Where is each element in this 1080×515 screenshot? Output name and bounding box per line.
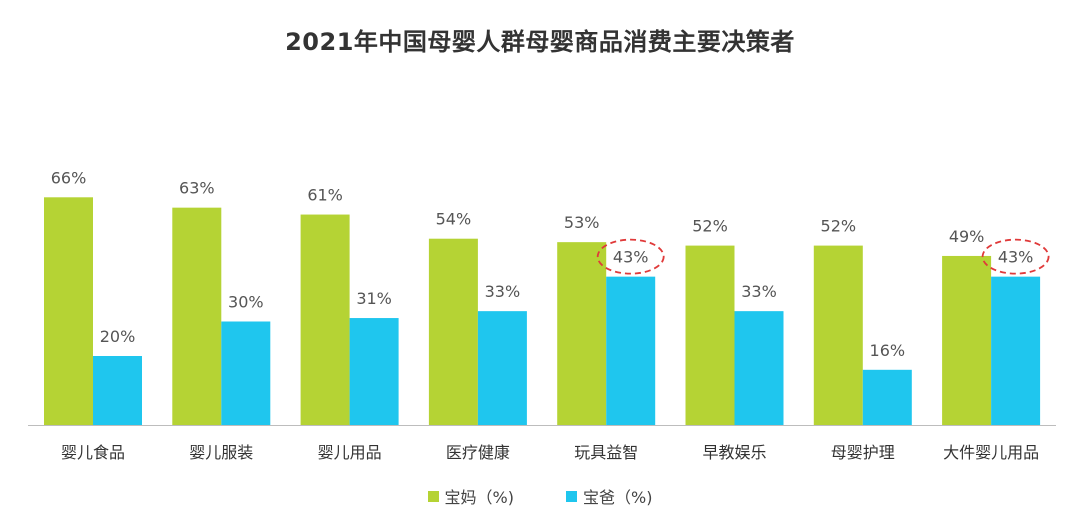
data-label-mom-1: 63% bbox=[179, 179, 215, 198]
bar-dad-3 bbox=[477, 311, 527, 425]
category-label-4: 玩具益智 bbox=[574, 443, 638, 462]
category-label-2: 婴儿用品 bbox=[318, 443, 382, 462]
data-label-dad-2: 31% bbox=[356, 289, 392, 308]
bar-dad-5 bbox=[734, 311, 784, 425]
data-label-dad-7: 43% bbox=[998, 248, 1034, 267]
category-label-3: 医疗健康 bbox=[446, 443, 510, 462]
data-label-dad-0: 20% bbox=[100, 327, 136, 346]
bar-mom-2 bbox=[300, 214, 350, 425]
data-label-mom-4: 53% bbox=[564, 213, 600, 232]
data-label-dad-5: 33% bbox=[741, 282, 777, 301]
highlight-ellipse-7 bbox=[981, 238, 1050, 275]
bar-mom-1 bbox=[172, 207, 222, 425]
chart-title: 2021年中国母婴人群母婴商品消费主要决策者 bbox=[285, 28, 795, 56]
category-label-6: 母婴护理 bbox=[831, 443, 895, 462]
data-label-dad-6: 16% bbox=[870, 341, 906, 360]
bar-mom-4 bbox=[557, 242, 607, 425]
bar-dad-1 bbox=[221, 321, 271, 425]
highlight-ellipse-4 bbox=[596, 238, 665, 275]
bar-mom-6 bbox=[813, 245, 863, 425]
bar-dad-6 bbox=[862, 369, 912, 425]
bar-dad-4 bbox=[606, 276, 656, 425]
category-label-5: 早教娱乐 bbox=[702, 443, 766, 462]
category-label-7: 大件婴儿用品 bbox=[943, 443, 1039, 462]
bar-mom-0 bbox=[44, 197, 93, 425]
legend-label-dad: 宝爸（%) bbox=[583, 488, 653, 507]
category-label-0: 婴儿食品 bbox=[61, 443, 125, 462]
bar-mom-5 bbox=[685, 245, 735, 425]
data-label-dad-3: 33% bbox=[485, 282, 521, 301]
bar-dad-0 bbox=[93, 356, 142, 425]
data-label-dad-4: 43% bbox=[613, 248, 649, 267]
legend-swatch-dad bbox=[566, 490, 577, 502]
bar-mom-7 bbox=[942, 255, 992, 425]
data-label-mom-0: 66% bbox=[51, 168, 87, 187]
data-label-mom-6: 52% bbox=[821, 217, 857, 236]
legend-label-mom: 宝妈（%) bbox=[444, 488, 514, 507]
category-label-1: 婴儿服装 bbox=[189, 443, 253, 462]
legend: 宝妈（%) 宝爸（%) bbox=[0, 484, 1080, 508]
legend-item-mom: 宝妈（%) bbox=[427, 484, 514, 508]
bar-mom-3 bbox=[428, 238, 478, 425]
data-label-mom-3: 54% bbox=[436, 210, 472, 229]
data-label-mom-2: 61% bbox=[307, 186, 343, 205]
data-label-dad-1: 30% bbox=[228, 293, 264, 312]
data-label-mom-5: 52% bbox=[692, 217, 728, 236]
data-label-mom-7: 49% bbox=[949, 227, 985, 246]
bar-dad-2 bbox=[349, 318, 399, 425]
legend-swatch-mom bbox=[427, 490, 439, 502]
legend-item-dad: 宝爸（%) bbox=[566, 484, 652, 508]
bar-dad-7 bbox=[991, 276, 1041, 425]
